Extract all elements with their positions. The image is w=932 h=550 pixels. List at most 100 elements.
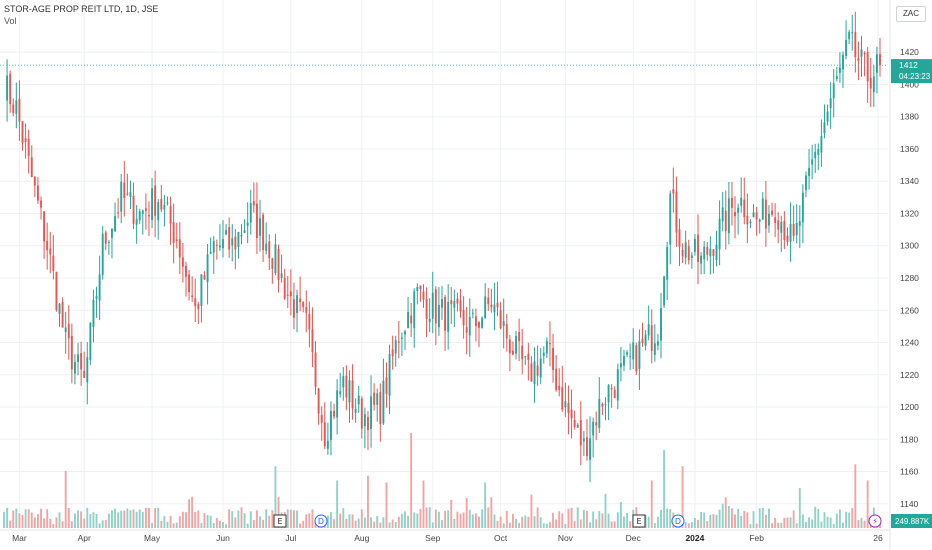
candle-body xyxy=(715,244,718,261)
candle-body xyxy=(277,248,280,280)
volume-bar xyxy=(6,507,9,528)
volume-bar xyxy=(302,520,305,528)
candle-body xyxy=(835,75,838,80)
volume-bar xyxy=(141,511,144,528)
volume-bar xyxy=(385,482,388,528)
volume-bar xyxy=(218,520,221,528)
candle-body xyxy=(712,249,715,256)
candle-body xyxy=(89,322,92,361)
volume-bar xyxy=(854,464,857,528)
time-tick-label: May xyxy=(144,533,161,543)
volume-bar xyxy=(564,523,567,528)
price-axis[interactable]: 1140 1160 1180 1200 1220 1240 1260 1280 1300 1320… xyxy=(889,0,932,550)
volume-bar xyxy=(805,521,807,528)
price-tick-label: 1360 xyxy=(900,144,919,154)
candle-body xyxy=(814,151,817,159)
candle-body xyxy=(203,275,206,280)
candle-body xyxy=(333,410,335,417)
volume-bar xyxy=(499,516,502,528)
volume-tag[interactable] xyxy=(891,514,932,528)
volume-bar xyxy=(237,510,240,528)
candle-body xyxy=(817,148,820,155)
dividend-marker[interactable] xyxy=(671,514,685,528)
candle-body xyxy=(854,32,857,58)
volume-bar xyxy=(468,509,471,528)
volume-bar xyxy=(820,521,823,528)
volume-bar xyxy=(527,516,530,528)
volume-bar xyxy=(848,512,851,528)
candle-body xyxy=(727,198,730,234)
candle-body xyxy=(107,241,110,243)
candle-body xyxy=(456,298,459,304)
dividend-marker[interactable] xyxy=(314,514,328,528)
candle-body xyxy=(296,295,298,313)
volume-bar xyxy=(172,523,175,528)
last-price-tag[interactable] xyxy=(891,59,932,84)
candle-body xyxy=(437,304,440,328)
volume-bar xyxy=(376,516,379,528)
candle-body xyxy=(194,298,197,307)
volume-bar xyxy=(558,511,561,528)
bar-countdown: 04:23:23 xyxy=(899,72,931,81)
candle-body xyxy=(419,285,422,290)
candle-body xyxy=(474,316,477,326)
volume-bar xyxy=(15,508,18,528)
candle-body xyxy=(33,176,36,186)
volume-bar xyxy=(758,508,761,528)
candle-body xyxy=(339,391,342,395)
volume-bar xyxy=(857,520,860,528)
volume-bar xyxy=(582,509,585,528)
candle-body xyxy=(320,415,323,423)
candle-body xyxy=(114,216,116,232)
candle-body xyxy=(92,299,95,327)
candle-body xyxy=(545,340,548,354)
volume-bar xyxy=(77,510,79,528)
volume-bar xyxy=(311,509,314,528)
volume-bar xyxy=(493,514,496,528)
candle-body xyxy=(758,219,761,222)
earnings-marker[interactable] xyxy=(632,514,646,528)
volume-bar xyxy=(246,523,249,528)
candle-body xyxy=(693,238,696,252)
volume-bar xyxy=(21,515,24,528)
volume-bar xyxy=(814,506,817,528)
candle-body xyxy=(166,202,169,204)
volume-bar xyxy=(626,512,629,528)
candle-body xyxy=(382,380,385,424)
time-tick-label: 26 xyxy=(873,533,883,543)
event-markers[interactable]: E D E D ⚡ xyxy=(273,514,882,528)
volume-bar xyxy=(228,509,231,528)
volume-bar xyxy=(431,522,434,528)
candle-body xyxy=(656,341,659,346)
candle-body xyxy=(141,210,144,214)
volume-bar xyxy=(144,507,147,528)
volume-bar xyxy=(462,512,465,528)
candle-body xyxy=(52,255,55,271)
candle-body xyxy=(70,336,73,370)
currency-button[interactable]: ZAC xyxy=(896,6,926,22)
candle-body xyxy=(684,242,687,258)
time-axis[interactable]: Mar Apr May Jun Jul Aug Sep Oct Nov Dec 2024 Feb 26 xyxy=(0,529,890,543)
volume-bar xyxy=(111,510,113,528)
candle-body xyxy=(511,350,514,355)
volume-bar xyxy=(188,499,191,528)
volume-bar xyxy=(55,517,58,528)
candle-body xyxy=(610,388,613,390)
candle-body xyxy=(360,398,363,429)
candle-body xyxy=(246,222,249,226)
volume-bar xyxy=(761,507,764,528)
candle-body xyxy=(795,222,798,235)
volume-bar xyxy=(478,516,480,528)
volume-indicator-label[interactable]: Vol xyxy=(4,16,17,26)
volume-bar xyxy=(292,510,295,528)
volume-bar xyxy=(351,514,354,528)
volume-bar xyxy=(61,521,64,528)
volume-bar xyxy=(240,507,243,528)
candle-body xyxy=(83,370,86,378)
candle-body xyxy=(743,199,746,218)
volume-bar xyxy=(459,513,462,528)
earnings-marker[interactable] xyxy=(273,514,287,528)
volume-bar xyxy=(73,513,76,528)
news-lightning-icon[interactable] xyxy=(868,514,882,528)
